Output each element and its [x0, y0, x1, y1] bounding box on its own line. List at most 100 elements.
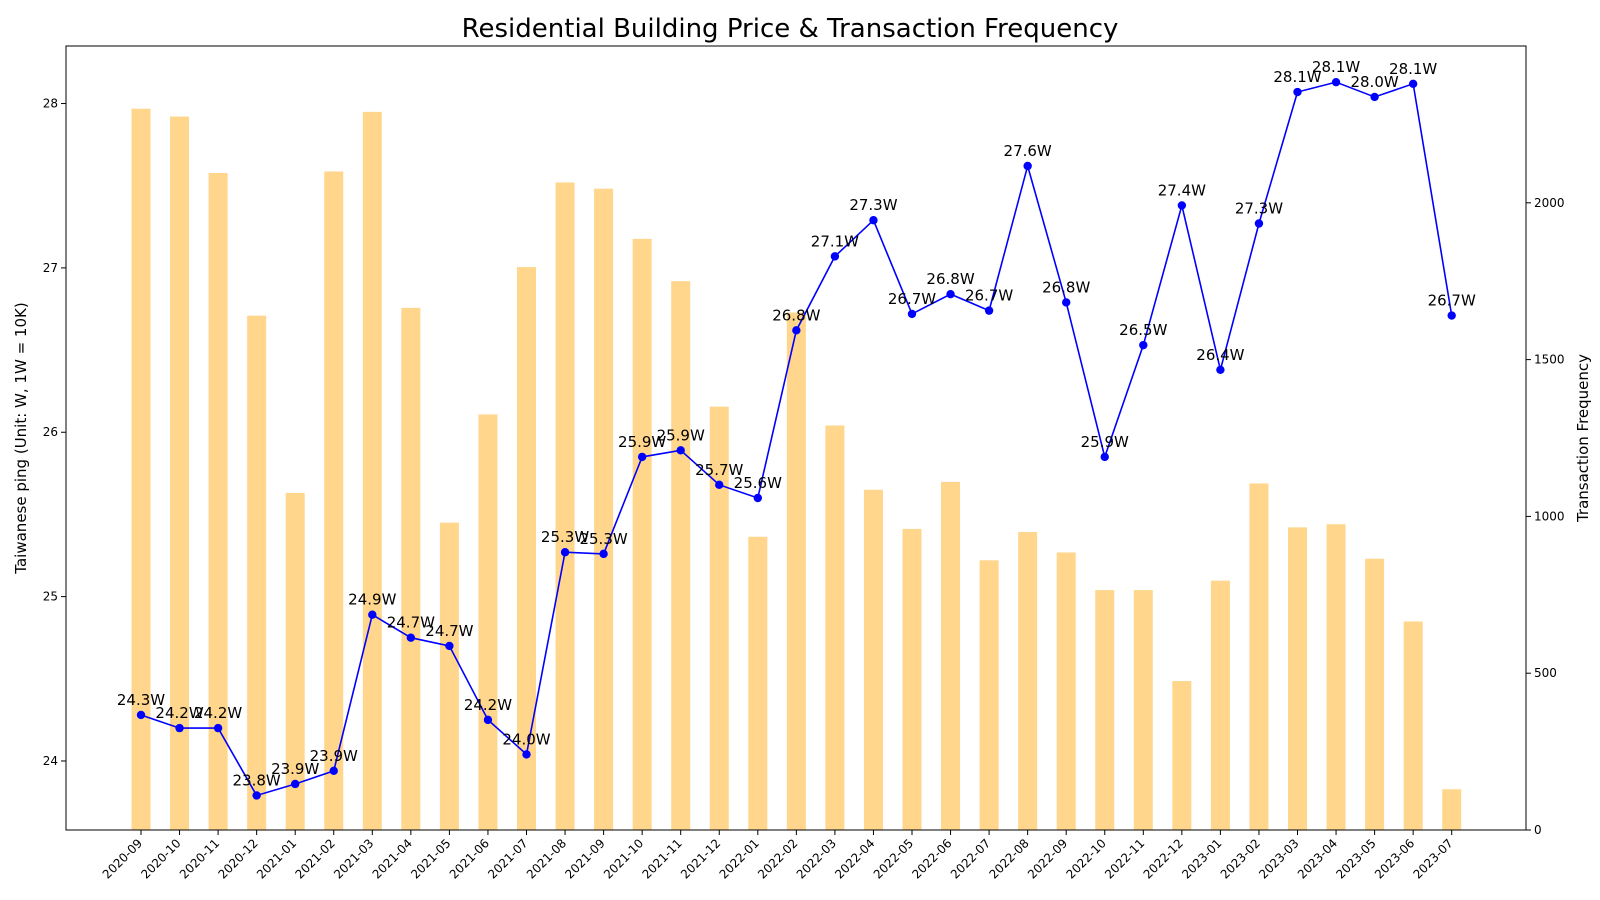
bar-2021-05 — [439, 522, 459, 830]
x-tick-label: 2020-11 — [177, 836, 222, 881]
price-point-2022-07 — [984, 306, 994, 315]
price-point-2023-06 — [1408, 79, 1418, 89]
bar-series — [131, 108, 1462, 831]
bar-2021-10 — [632, 238, 652, 831]
x-tick-label: 2021-03 — [331, 836, 376, 881]
data-label-2022-12: 27.4W — [1158, 181, 1206, 199]
bar-2022-05 — [902, 528, 922, 830]
price-point-2020-09 — [136, 710, 146, 720]
x-tick-label: 2020-10 — [138, 836, 183, 881]
bar-2022-02 — [786, 312, 806, 830]
bar-2022-10 — [1095, 590, 1115, 830]
bar-2023-05 — [1365, 558, 1385, 830]
data-label-2020-09: 24.3W — [117, 691, 165, 709]
bar-2020-12 — [247, 315, 267, 830]
x-tick-label: 2022-12 — [1141, 836, 1186, 881]
chart-title: Residential Building Price & Transaction… — [462, 14, 1119, 44]
x-tick-label: 2022-03 — [794, 836, 839, 881]
bar-2023-03 — [1288, 527, 1307, 830]
bar-2023-07 — [1442, 789, 1462, 830]
y-left-tick-label: 24 — [43, 754, 58, 768]
data-label-2021-12: 25.7W — [695, 461, 743, 479]
x-tick-label: 2022-11 — [1102, 836, 1147, 881]
y-axis-left: 24 25 26 27 28 — [43, 97, 66, 768]
price-point-2022-12 — [1177, 201, 1187, 210]
price-point-2023-01 — [1216, 365, 1225, 374]
price-point-2022-04 — [869, 216, 878, 225]
bar-2021-02 — [324, 171, 344, 830]
data-label-2020-11: 24.2W — [194, 704, 242, 722]
y-left-tick-label: 25 — [43, 590, 58, 604]
price-point-2021-12 — [715, 480, 724, 490]
bar-2020-10 — [170, 116, 190, 830]
data-label-2021-08: 25.3W — [541, 528, 589, 546]
price-point-2023-02 — [1254, 219, 1264, 228]
x-tick-label: 2023-06 — [1372, 836, 1417, 881]
price-point-2021-05 — [445, 641, 454, 651]
x-tick-label: 2023-03 — [1256, 836, 1301, 881]
bar-2021-07 — [517, 267, 536, 831]
data-label-2020-10: 24.2W — [155, 704, 203, 722]
x-tick-label: 2022-07 — [948, 836, 993, 881]
price-point-2020-10 — [175, 723, 184, 733]
bar-2023-04 — [1326, 524, 1346, 830]
data-label-2021-01: 23.9W — [271, 760, 319, 778]
price-point-2021-08 — [560, 548, 570, 557]
bar-2020-11 — [208, 173, 228, 830]
price-point-2021-06 — [483, 715, 493, 725]
data-label-2021-07: 24.0W — [502, 730, 550, 748]
price-point-2022-11 — [1139, 340, 1148, 350]
x-tick-label: 2022-06 — [909, 836, 954, 881]
price-point-2022-06 — [946, 289, 955, 299]
bar-2021-12 — [709, 406, 729, 830]
data-label-2023-03: 28.1W — [1273, 68, 1321, 86]
bar-2023-06 — [1403, 621, 1423, 830]
x-tick-label: 2021-02 — [293, 836, 338, 881]
price-point-2021-09 — [599, 549, 608, 559]
price-point-2021-01 — [291, 779, 300, 789]
bar-2022-09 — [1056, 552, 1076, 830]
price-point-2020-12 — [252, 791, 261, 800]
price-point-2022-01 — [753, 493, 762, 503]
bar-2023-02 — [1249, 483, 1269, 830]
price-point-2021-04 — [406, 633, 416, 642]
bar-2021-06 — [478, 414, 498, 830]
data-label-2022-02: 26.8W — [772, 306, 820, 324]
x-tick-label: 2022-05 — [871, 836, 916, 881]
data-label-2022-08: 27.6W — [1004, 142, 1052, 160]
price-point-2023-05 — [1370, 92, 1379, 102]
bar-2021-09 — [594, 188, 614, 830]
data-label-2021-10: 25.9W — [618, 433, 666, 451]
bar-2022-04 — [863, 489, 883, 830]
price-point-2023-03 — [1293, 87, 1302, 97]
x-tick-label: 2022-04 — [832, 836, 877, 881]
x-tick-label: 2023-07 — [1410, 836, 1455, 881]
data-label-2022-01: 25.6W — [734, 474, 782, 492]
x-tick-label: 2021-12 — [678, 836, 723, 881]
bar-2021-04 — [401, 307, 421, 830]
price-point-2023-04 — [1331, 77, 1341, 87]
x-tick-label: 2022-10 — [1064, 836, 1109, 881]
data-label-2022-06: 26.8W — [926, 270, 974, 288]
data-label-2022-04: 27.3W — [849, 196, 897, 214]
data-label-2021-05: 24.7W — [425, 622, 473, 640]
data-label-2021-02: 23.9W — [310, 747, 358, 765]
bar-2022-08 — [1018, 532, 1038, 830]
x-tick-label: 2020-09 — [100, 836, 145, 881]
x-tick-label: 2021-07 — [485, 836, 530, 881]
data-label-2023-01: 26.4W — [1196, 346, 1244, 364]
data-label-2022-09: 26.8W — [1042, 278, 1090, 296]
price-point-2022-10 — [1100, 452, 1109, 462]
price-point-2023-07 — [1447, 311, 1456, 320]
y-right-tick-label: 1500 — [1534, 353, 1565, 367]
data-label-2022-05: 26.7W — [888, 290, 936, 308]
x-tick-label: 2021-05 — [408, 836, 453, 881]
price-point-2021-02 — [329, 766, 338, 776]
x-tick-label: 2023-05 — [1333, 836, 1378, 881]
y-axis-right: 0 500 1000 1500 2000 — [1526, 196, 1565, 837]
price-point-2020-11 — [213, 723, 223, 733]
data-label-2022-10: 25.9W — [1081, 433, 1129, 451]
data-label-2022-07: 26.7W — [965, 287, 1013, 305]
price-point-2022-08 — [1023, 161, 1032, 171]
x-tick-label: 2021-01 — [254, 836, 299, 881]
